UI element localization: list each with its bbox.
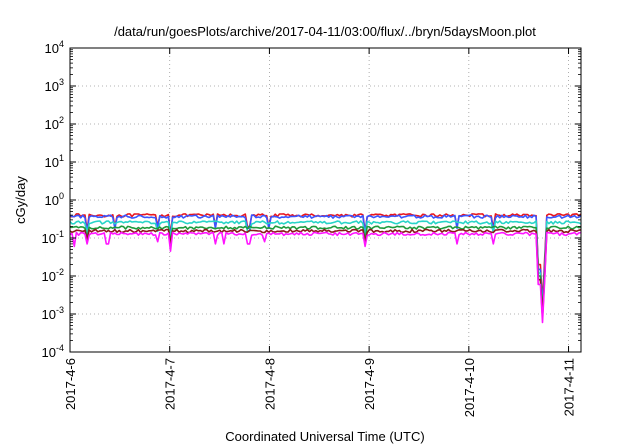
x-tick-label: 2017-4-11 [562,358,577,416]
series-line [69,220,582,312]
x-tick-label: 2017-4-10 [462,358,477,417]
y-tick-label: 10-2 [42,267,64,284]
x-axis-label: Coordinated Universal Time (UTC) [225,429,424,444]
y-tick-label: 10-3 [42,305,64,322]
x-tick-label: 2017-4-7 [163,358,178,410]
y-tick-label: 100 [45,191,64,208]
x-tick-label: 2017-4-8 [262,358,277,410]
series-line [69,231,582,324]
chart-title: /data/run/goesPlots/archive/2017-04-11/0… [114,24,536,39]
grid [69,48,581,352]
series-line [69,228,582,319]
y-tick-labels: 10-4 10-3 10-2 10-1 100 101 102 103 104 [42,39,64,360]
y-tick-label: 101 [45,153,64,170]
y-tick-label: 103 [45,77,64,94]
series-line [69,214,582,309]
series-layer [69,213,582,324]
ticks [69,47,581,353]
y-tick-label: 10-4 [42,343,64,360]
y-tick-label: 102 [45,115,64,132]
series-line [69,225,582,315]
y-tick-label: 104 [45,39,64,56]
x-tick-label: 2017-4-9 [362,358,377,410]
y-axis-label: cGy/day [13,176,28,224]
x-tick-labels: 2017-4-6 2017-4-7 2017-4-8 2017-4-9 2017-4-1… [63,358,577,417]
x-tick-label: 2017-4-6 [63,358,78,410]
y-tick-label: 10-1 [42,229,64,246]
